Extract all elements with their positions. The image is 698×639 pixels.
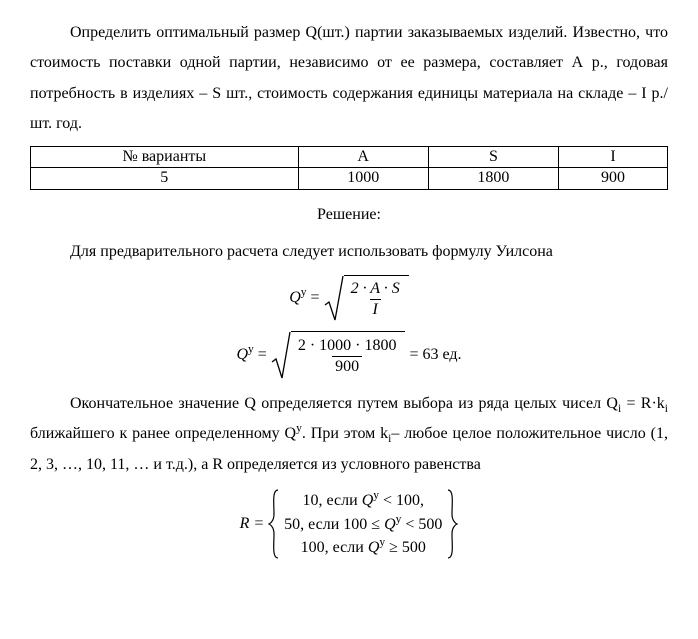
equals-2: = <box>258 347 267 363</box>
col-s: S <box>428 146 558 168</box>
col-variant: № варианты <box>31 146 299 168</box>
p3-a: Окончательное значение Q определяется пу… <box>70 395 618 412</box>
variant-table: № варианты A S I 5 1000 1800 900 <box>30 146 668 191</box>
formula1-num: 2 · A · S <box>348 280 403 299</box>
case1-q: Q <box>362 492 374 509</box>
final-explain: Окончательное значение Q определяется пу… <box>30 389 668 480</box>
radical-icon <box>324 275 344 321</box>
problem-statement: Определить оптимальный размер Q(шт.) пар… <box>30 18 668 140</box>
q-sup-u: у <box>301 287 307 299</box>
cell-variant: 5 <box>31 168 299 190</box>
left-brace-icon <box>268 488 280 560</box>
sub-i-2: i <box>665 403 668 415</box>
col-i: I <box>559 146 668 168</box>
p3-c: ближайшего к ранее определенному Q <box>30 425 296 442</box>
case2-d: < 500 <box>401 516 442 533</box>
right-brace-icon <box>446 488 458 560</box>
q-sup-u-2: у <box>248 344 254 356</box>
col-a: A <box>298 146 428 168</box>
cases-lhs: R = <box>240 516 265 532</box>
case3-d: ≥ 500 <box>385 539 426 556</box>
q-symbol: Q <box>289 289 301 306</box>
radical-icon <box>271 331 291 379</box>
formula2-den: 900 <box>332 356 362 376</box>
formula2-num: 2 · 1000 · 1800 <box>295 337 400 356</box>
formula2-result: = 63 ед. <box>409 347 461 363</box>
cell-i: 900 <box>559 168 668 190</box>
table-row: 5 1000 1800 900 <box>31 168 668 190</box>
formula-wilson-numeric: Qу = 2 · 1000 · 1800 900 = 63 ед. <box>30 331 668 379</box>
cell-s: 1800 <box>428 168 558 190</box>
formula1-den: I <box>370 299 381 319</box>
case3-a: 100, если <box>301 539 368 556</box>
wilson-intro: Для предварительного расчета следует исп… <box>30 237 668 267</box>
table-header-row: № варианты A S I <box>31 146 668 168</box>
case1-a: 10, если <box>303 492 362 509</box>
equals-1: = <box>311 290 320 306</box>
formula-cases: R = 10, если Qу < 100, 50, если 100 ≤ Qу… <box>30 488 668 560</box>
case3-q: Q <box>368 539 380 556</box>
formula-wilson-symbolic: Qу = 2 · A · S I <box>30 275 668 321</box>
case2-q: Q <box>384 516 396 533</box>
cell-a: 1000 <box>298 168 428 190</box>
case2-a: 50, если 100 ≤ <box>284 516 384 533</box>
p3-d: . При этом k <box>302 425 388 442</box>
p3-b: = R·k <box>621 395 665 412</box>
solution-heading: Решение: <box>30 200 668 230</box>
case1-d: < 100, <box>379 492 424 509</box>
q-symbol-2: Q <box>236 346 248 363</box>
